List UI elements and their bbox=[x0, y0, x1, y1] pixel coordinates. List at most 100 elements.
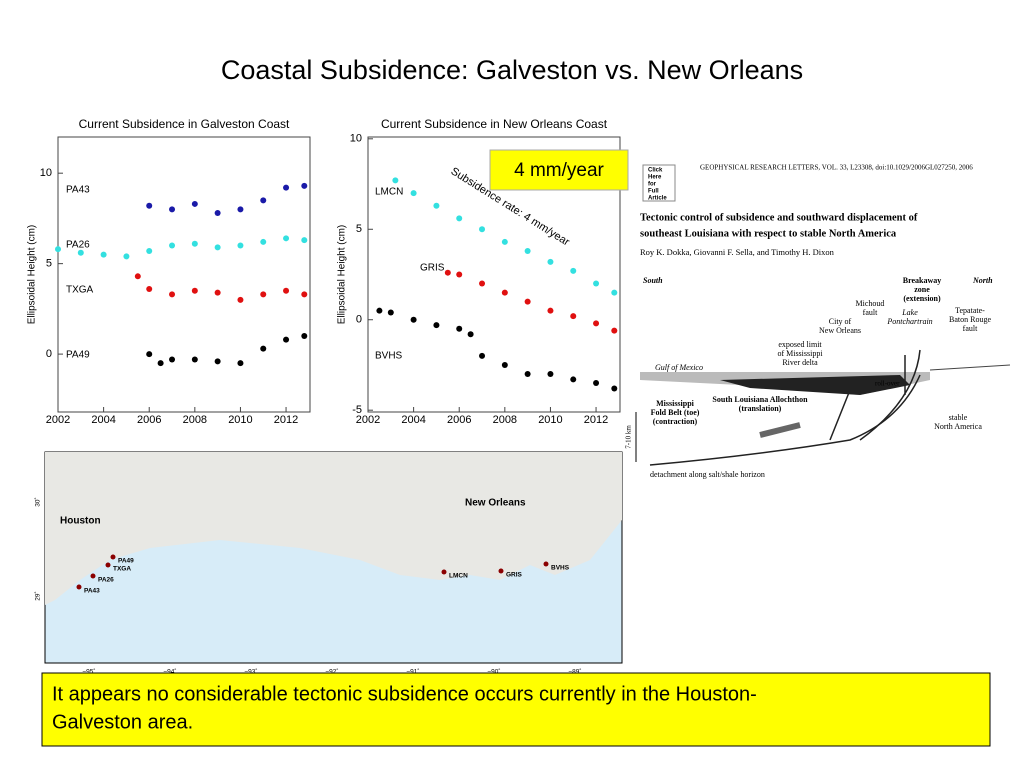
data-point bbox=[570, 313, 577, 320]
paper-text: roll-over bbox=[875, 380, 900, 388]
paper-excerpt: GEOPHYSICAL RESEARCH LETTERS, VOL. 33, L… bbox=[625, 160, 1012, 490]
data-point bbox=[611, 289, 618, 296]
data-point bbox=[501, 361, 508, 368]
paper-title: Tectonic control of subsidence and south… bbox=[640, 212, 918, 223]
station-dot bbox=[543, 561, 549, 567]
data-point bbox=[301, 291, 308, 298]
y-axis-label: Ellipsoidal Height (cm) bbox=[27, 225, 38, 324]
data-point bbox=[611, 385, 618, 392]
series-label: LMCN bbox=[375, 187, 403, 198]
lon-label: −95˚ bbox=[82, 668, 95, 676]
data-point bbox=[301, 237, 308, 244]
data-point bbox=[191, 200, 198, 207]
data-point bbox=[433, 202, 440, 209]
paper-text: (contraction) bbox=[653, 417, 698, 426]
data-point bbox=[214, 209, 221, 216]
data-point bbox=[570, 376, 577, 383]
badge-box bbox=[642, 164, 676, 202]
data-point bbox=[191, 287, 198, 294]
data-point bbox=[524, 247, 531, 254]
series-label: GRIS bbox=[420, 263, 445, 274]
station-dot bbox=[498, 568, 504, 574]
data-point bbox=[570, 267, 577, 274]
x-tick-label: 2004 bbox=[401, 414, 425, 426]
station-dot bbox=[441, 569, 447, 575]
data-point bbox=[157, 360, 164, 367]
station-label: GRIS bbox=[506, 572, 523, 579]
station-dot bbox=[110, 554, 116, 560]
paper-text: of Mississippi bbox=[777, 349, 823, 358]
paper-text: (extension) bbox=[903, 294, 941, 303]
data-point bbox=[410, 190, 417, 197]
paper-bg bbox=[640, 160, 1012, 490]
paper-text: fault bbox=[963, 324, 978, 333]
data-point bbox=[479, 352, 486, 359]
data-point bbox=[283, 336, 290, 343]
series-label: PA43 bbox=[66, 185, 90, 196]
data-point bbox=[169, 206, 176, 213]
station-label: BVHS bbox=[551, 565, 570, 572]
x-tick-label: 2012 bbox=[274, 414, 298, 426]
paper-text: New Orleans bbox=[819, 326, 861, 335]
data-point bbox=[237, 206, 244, 213]
data-point bbox=[283, 287, 290, 294]
station-dot bbox=[76, 584, 82, 590]
data-point bbox=[456, 215, 463, 222]
data-point bbox=[456, 325, 463, 332]
chart-title: Current Subsidence in New Orleans Coast bbox=[381, 117, 608, 131]
paper-text: Lake bbox=[901, 308, 918, 317]
city-label: Houston bbox=[60, 516, 101, 527]
paper-text: GEOPHYSICAL RESEARCH LETTERS, VOL. 33, L… bbox=[700, 164, 973, 172]
data-point bbox=[456, 271, 463, 278]
data-point bbox=[146, 247, 153, 254]
data-point bbox=[77, 249, 84, 256]
badge-text: Article bbox=[648, 196, 667, 202]
data-point bbox=[392, 177, 399, 184]
callout: 4 mm/year bbox=[514, 160, 604, 181]
data-point bbox=[134, 273, 141, 280]
paper-text: Fold Belt (toe) bbox=[651, 408, 700, 417]
data-point bbox=[169, 291, 176, 298]
y-tick-label: 0 bbox=[46, 348, 52, 360]
delta-wedge bbox=[720, 375, 910, 395]
data-point bbox=[479, 280, 486, 287]
lon-label: −91˚ bbox=[406, 668, 419, 676]
x-tick-label: 2002 bbox=[356, 414, 380, 426]
paper-text: River delta bbox=[782, 358, 818, 367]
badge-text: Full bbox=[648, 189, 659, 195]
note-line: It appears no considerable tectonic subs… bbox=[52, 683, 757, 705]
data-point bbox=[146, 351, 153, 358]
note-line: Galveston area. bbox=[52, 711, 193, 733]
data-point bbox=[283, 184, 290, 191]
data-point bbox=[524, 371, 531, 378]
data-point bbox=[479, 226, 486, 233]
paper-text: South Louisiana Allochthon bbox=[712, 395, 808, 404]
lon-label: −90˚ bbox=[487, 668, 500, 676]
data-point bbox=[237, 360, 244, 367]
data-point bbox=[410, 316, 417, 323]
paper-text: North bbox=[972, 276, 993, 285]
x-tick-label: 2010 bbox=[538, 414, 562, 426]
paper-text: stable bbox=[949, 413, 968, 422]
data-point bbox=[301, 182, 308, 189]
paper-text: Mississippi bbox=[656, 399, 695, 408]
data-point bbox=[260, 345, 267, 352]
y-tick-label: -5 bbox=[352, 404, 362, 416]
data-point bbox=[191, 356, 198, 363]
station-label: PA26 bbox=[98, 577, 114, 584]
data-point bbox=[260, 238, 267, 245]
y-tick-label: 10 bbox=[40, 167, 52, 179]
series-label: TXGA bbox=[66, 285, 94, 296]
lon-label: −92˚ bbox=[325, 668, 338, 676]
paper-text: detachment along salt/shale horizon bbox=[650, 470, 765, 479]
station-dot bbox=[105, 562, 111, 568]
callout-box bbox=[489, 149, 629, 191]
data-point bbox=[100, 251, 107, 258]
charts: Current Subsidence in Galveston Coast Ell… bbox=[18, 100, 640, 435]
map-land bbox=[45, 452, 622, 605]
chart-title: Current Subsidence in Galveston Coast bbox=[79, 117, 290, 131]
data-point bbox=[501, 289, 508, 296]
data-point bbox=[467, 331, 474, 338]
paper-text: (translation) bbox=[739, 404, 782, 413]
data-point bbox=[214, 244, 221, 251]
